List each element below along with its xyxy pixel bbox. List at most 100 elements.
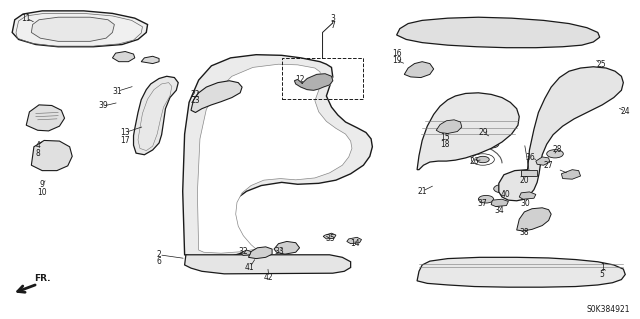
Circle shape [476, 156, 489, 163]
Circle shape [457, 269, 465, 273]
Text: 11: 11 [22, 14, 31, 23]
Text: 41: 41 [245, 263, 255, 272]
Text: 35: 35 [325, 234, 335, 243]
Polygon shape [182, 55, 372, 259]
Circle shape [543, 269, 550, 273]
Text: 37: 37 [477, 199, 487, 208]
Text: 10: 10 [37, 188, 47, 197]
Text: 20: 20 [520, 176, 529, 185]
Text: 38: 38 [520, 228, 529, 237]
Circle shape [297, 262, 305, 266]
Text: 1: 1 [600, 263, 605, 272]
Circle shape [483, 140, 499, 148]
Text: 19: 19 [392, 56, 401, 65]
Polygon shape [521, 170, 537, 176]
Polygon shape [516, 208, 551, 231]
Polygon shape [561, 170, 580, 179]
Text: 7: 7 [330, 21, 335, 30]
Circle shape [47, 148, 54, 152]
Text: 14: 14 [350, 239, 360, 248]
Text: 4: 4 [35, 141, 40, 150]
Polygon shape [404, 62, 434, 78]
Bar [282, 58, 364, 99]
Text: 36: 36 [526, 153, 536, 162]
Text: 24: 24 [620, 107, 630, 116]
Text: 34: 34 [494, 206, 504, 215]
Polygon shape [31, 17, 115, 41]
Circle shape [47, 154, 54, 158]
Circle shape [47, 161, 54, 165]
Polygon shape [248, 247, 272, 259]
Polygon shape [499, 67, 623, 201]
Polygon shape [197, 64, 352, 253]
Polygon shape [397, 17, 600, 48]
Polygon shape [436, 120, 462, 133]
Text: 15: 15 [440, 133, 449, 142]
Polygon shape [274, 241, 300, 254]
Polygon shape [113, 51, 135, 62]
Circle shape [573, 269, 580, 273]
Text: 28: 28 [553, 145, 563, 154]
Polygon shape [417, 93, 519, 170]
Text: 27: 27 [544, 161, 554, 170]
Circle shape [513, 269, 520, 273]
Polygon shape [323, 233, 336, 239]
Text: 29: 29 [478, 128, 488, 137]
Text: 25: 25 [596, 60, 606, 69]
Polygon shape [191, 81, 242, 113]
Text: 21: 21 [417, 187, 427, 196]
Text: 12: 12 [295, 75, 304, 84]
Polygon shape [141, 56, 159, 63]
Circle shape [323, 262, 330, 266]
Polygon shape [31, 140, 72, 171]
Text: 42: 42 [264, 272, 274, 281]
Text: 23: 23 [191, 96, 200, 105]
Polygon shape [191, 81, 242, 113]
Text: 8: 8 [35, 149, 40, 158]
Text: 18: 18 [440, 140, 449, 149]
Text: 16: 16 [392, 48, 401, 58]
Text: 22: 22 [191, 90, 200, 99]
Text: 6: 6 [157, 257, 161, 266]
Polygon shape [347, 237, 362, 244]
Polygon shape [397, 17, 600, 48]
Text: 30: 30 [521, 199, 531, 208]
Polygon shape [12, 11, 148, 47]
Circle shape [493, 185, 510, 193]
Circle shape [233, 262, 241, 266]
Polygon shape [184, 255, 351, 274]
Circle shape [478, 196, 493, 203]
Text: 31: 31 [113, 87, 122, 96]
Text: 40: 40 [500, 190, 510, 199]
Text: 13: 13 [120, 128, 130, 137]
Text: 32: 32 [239, 247, 248, 256]
Text: 33: 33 [275, 247, 284, 256]
Text: 3: 3 [330, 14, 335, 23]
Text: 2: 2 [157, 250, 161, 259]
Polygon shape [417, 257, 625, 287]
Text: S0K384921: S0K384921 [586, 305, 630, 314]
Polygon shape [134, 76, 178, 155]
Polygon shape [499, 67, 623, 201]
Text: 39: 39 [98, 101, 108, 110]
Polygon shape [294, 74, 333, 90]
Circle shape [431, 269, 439, 273]
Polygon shape [240, 250, 251, 256]
Polygon shape [491, 199, 508, 206]
Text: 26: 26 [470, 157, 479, 166]
Circle shape [47, 142, 54, 146]
Circle shape [265, 262, 273, 266]
Text: 9: 9 [40, 181, 45, 189]
Text: 5: 5 [600, 270, 605, 279]
Text: 17: 17 [120, 136, 130, 145]
Text: FR.: FR. [34, 274, 51, 283]
Polygon shape [26, 105, 65, 131]
Circle shape [207, 262, 215, 266]
Polygon shape [536, 157, 550, 165]
Circle shape [483, 269, 491, 273]
Circle shape [600, 269, 608, 273]
Circle shape [547, 150, 563, 158]
Polygon shape [12, 11, 148, 47]
Polygon shape [519, 192, 536, 199]
Circle shape [438, 122, 458, 131]
